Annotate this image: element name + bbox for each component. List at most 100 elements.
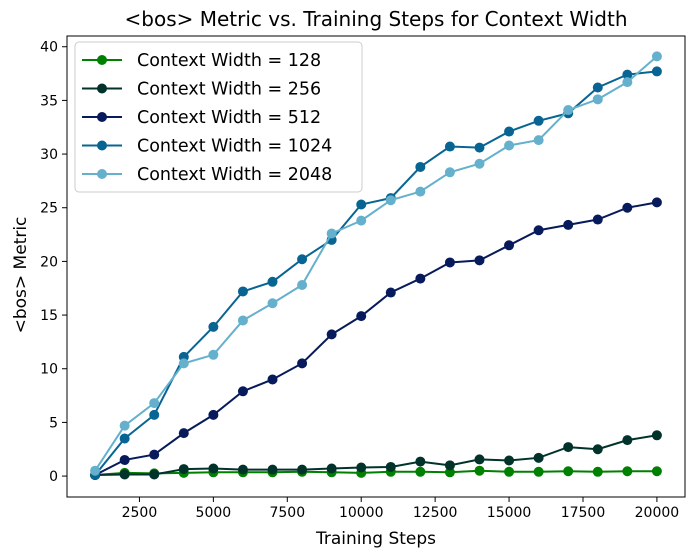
data-point	[622, 435, 633, 446]
data-point	[208, 349, 219, 360]
chart-title: <bos> Metric vs. Training Steps for Cont…	[125, 7, 628, 31]
data-point	[297, 358, 308, 369]
x-tick-label: 7500	[269, 505, 305, 521]
data-point	[149, 469, 160, 480]
data-point	[178, 464, 189, 475]
legend-marker	[97, 140, 107, 151]
x-tick-label: 15000	[487, 505, 532, 521]
series-2	[90, 430, 662, 480]
data-point	[178, 358, 189, 369]
data-point	[149, 449, 160, 460]
data-point	[297, 254, 308, 265]
data-point	[474, 142, 485, 153]
y-tick-label: 15	[40, 308, 58, 324]
data-point	[178, 428, 189, 439]
data-point	[444, 257, 455, 268]
data-point	[651, 197, 662, 208]
data-point	[622, 69, 633, 80]
data-point	[119, 420, 130, 431]
data-point	[651, 51, 662, 62]
data-point	[563, 219, 574, 230]
legend-label: Context Width = 256	[137, 80, 321, 100]
data-point	[208, 463, 219, 474]
legend-marker	[97, 112, 107, 122]
data-point	[504, 126, 515, 137]
legend-label: Context Width = 512	[137, 108, 321, 128]
data-point	[297, 464, 308, 475]
x-tick-label: 12500	[413, 505, 458, 521]
data-point	[415, 456, 426, 467]
data-point	[533, 225, 544, 236]
data-point	[592, 94, 603, 105]
y-tick-label: 35	[40, 93, 58, 109]
x-axis-label: Training Steps	[315, 529, 436, 549]
data-point	[444, 141, 455, 152]
series-line	[94, 201, 658, 476]
data-point	[474, 255, 485, 266]
data-point	[385, 195, 396, 206]
data-point	[622, 466, 633, 477]
y-axis-ticks: 0 5 10 15 20 25 30 35 40	[40, 40, 67, 485]
data-point	[267, 374, 278, 385]
data-point	[237, 315, 248, 326]
legend-item: Context Width = 1024	[82, 137, 332, 157]
data-point	[563, 442, 574, 453]
data-point	[149, 409, 160, 420]
data-point	[267, 464, 278, 475]
legend-box	[74, 41, 363, 193]
data-point	[533, 115, 544, 126]
plot-area	[66, 35, 686, 498]
data-point	[533, 466, 544, 477]
series-5	[90, 51, 662, 476]
data-point	[533, 452, 544, 463]
data-point	[592, 444, 603, 455]
y-tick-label: 5	[49, 415, 58, 431]
x-tick-label: 17500	[561, 505, 606, 521]
data-point	[474, 158, 485, 169]
legend-item: Context Width = 256	[82, 80, 321, 100]
x-tick-label: 10000	[339, 505, 384, 521]
data-point	[444, 460, 455, 471]
data-point	[267, 298, 278, 309]
data-point	[119, 433, 130, 444]
data-point	[149, 398, 160, 409]
y-tick-label: 40	[40, 40, 58, 56]
legend-label: Context Width = 2048	[137, 165, 332, 185]
legend-marker	[97, 169, 107, 179]
data-point	[119, 454, 130, 465]
data-point	[356, 311, 367, 322]
data-point	[651, 430, 662, 441]
data-point	[592, 82, 603, 93]
data-point	[651, 66, 662, 77]
plot-frame	[66, 35, 686, 498]
data-point	[356, 199, 367, 210]
data-point	[90, 465, 101, 476]
data-point	[415, 466, 426, 477]
data-point	[444, 167, 455, 178]
data-point	[119, 469, 130, 480]
x-tick-label: 2500	[122, 505, 158, 521]
y-tick-label: 20	[40, 254, 58, 270]
data-point	[326, 228, 337, 239]
data-point	[326, 329, 337, 340]
data-point	[504, 140, 515, 151]
data-point	[237, 286, 248, 297]
data-point	[474, 454, 485, 465]
data-point	[533, 135, 544, 146]
legend: Context Width = 128 Context Width = 256 Co…	[74, 41, 363, 193]
legend-marker	[97, 55, 107, 65]
data-point	[444, 467, 455, 478]
data-point	[415, 186, 426, 197]
y-axis-label: <bos> Metric	[11, 217, 31, 334]
data-point	[592, 214, 603, 225]
data-point	[504, 455, 515, 466]
y-tick-label: 0	[49, 469, 58, 485]
data-point	[385, 287, 396, 298]
data-point	[563, 105, 574, 116]
series-3	[90, 197, 662, 480]
legend-item: Context Width = 128	[82, 51, 321, 71]
data-point	[622, 202, 633, 213]
legend-item: Context Width = 512	[82, 108, 321, 128]
data-point	[326, 463, 337, 474]
data-point	[237, 464, 248, 475]
